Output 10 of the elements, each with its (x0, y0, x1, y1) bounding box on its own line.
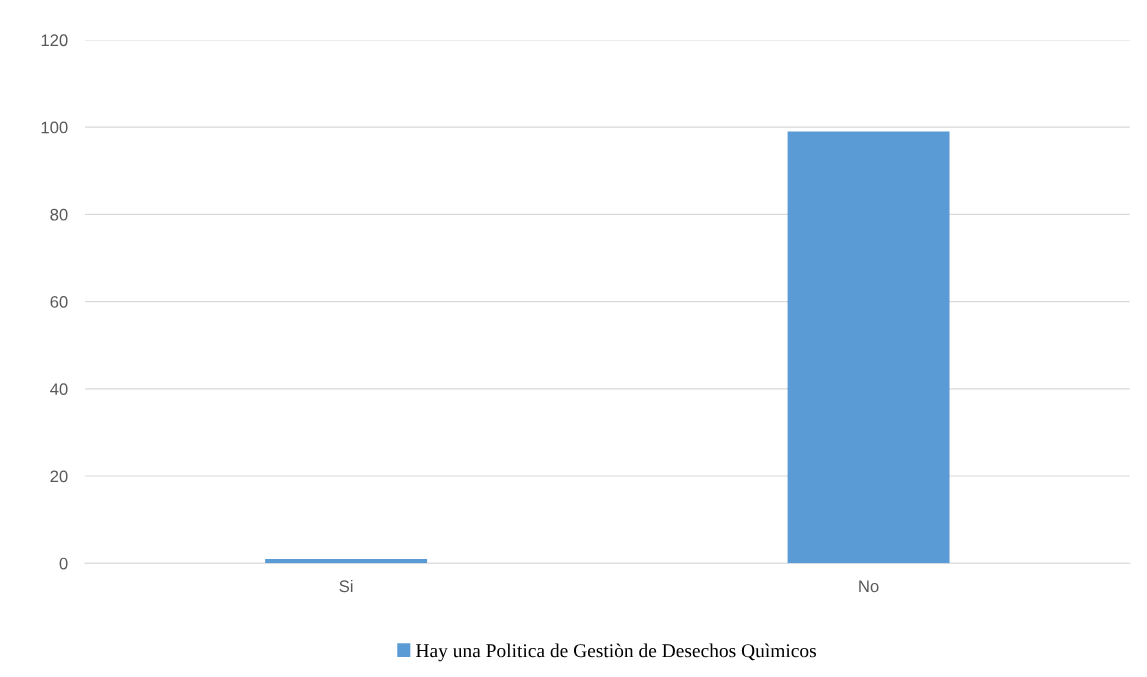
y-tick-label: 100 (41, 121, 68, 134)
x-tick-label: No (859, 580, 879, 593)
y-tick-label: 40 (50, 383, 68, 396)
y-tick-label: 120 (41, 34, 68, 47)
y-tick-label: 80 (50, 208, 68, 221)
legend-label: Hay una Politica de Gestiòn de Desechos Quìmicos (416, 643, 816, 662)
y-tick-label: 20 (50, 470, 68, 483)
x-tick-label: Si (339, 579, 353, 593)
y-tick-label: 60 (50, 296, 68, 308)
y-tick-label: 0 (59, 557, 68, 570)
